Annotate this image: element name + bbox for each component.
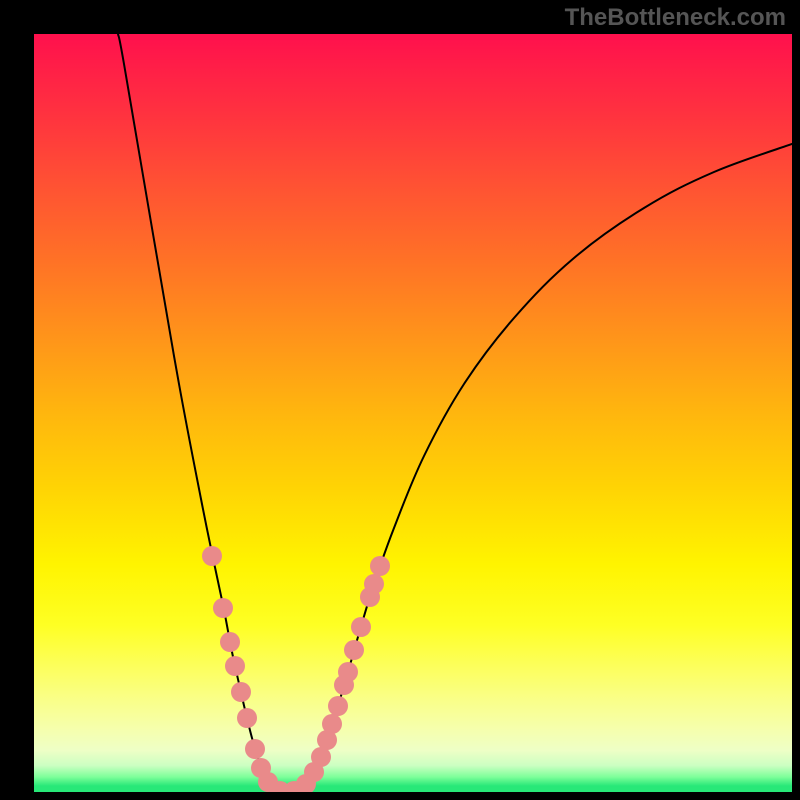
marker-dot: [202, 546, 222, 566]
marker-dot: [231, 682, 251, 702]
marker-dot: [344, 640, 364, 660]
marker-dot: [311, 747, 331, 767]
plot-area: [34, 34, 792, 792]
marker-dot: [213, 598, 233, 618]
figure-frame: TheBottleneck.com: [0, 0, 800, 800]
marker-dot: [225, 656, 245, 676]
watermark-text: TheBottleneck.com: [565, 4, 786, 32]
marker-dot: [364, 574, 384, 594]
marker-dot: [220, 632, 240, 652]
marker-dot: [338, 662, 358, 682]
markers-group: [202, 546, 390, 792]
curve-layer: [34, 34, 792, 792]
v-curve-path: [118, 34, 792, 792]
marker-dot: [322, 714, 342, 734]
marker-dot: [351, 617, 371, 637]
marker-dot: [370, 556, 390, 576]
marker-dot: [245, 739, 265, 759]
marker-dot: [237, 708, 257, 728]
marker-dot: [328, 696, 348, 716]
